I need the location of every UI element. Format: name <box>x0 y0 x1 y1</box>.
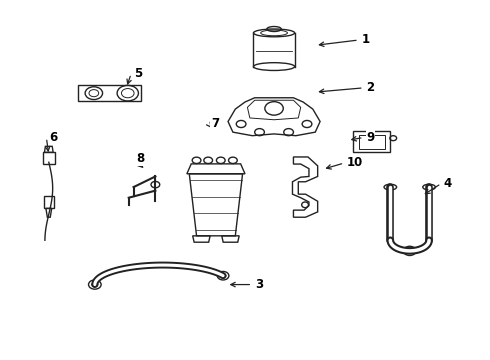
Text: 5: 5 <box>134 67 142 80</box>
Text: 10: 10 <box>347 157 363 170</box>
Text: 3: 3 <box>255 278 263 291</box>
Text: 7: 7 <box>211 117 219 130</box>
Text: 4: 4 <box>443 177 452 190</box>
Text: 6: 6 <box>49 131 57 144</box>
Text: 9: 9 <box>366 131 374 144</box>
Text: 1: 1 <box>361 33 369 46</box>
Text: 2: 2 <box>366 81 374 94</box>
Text: 8: 8 <box>136 152 144 165</box>
